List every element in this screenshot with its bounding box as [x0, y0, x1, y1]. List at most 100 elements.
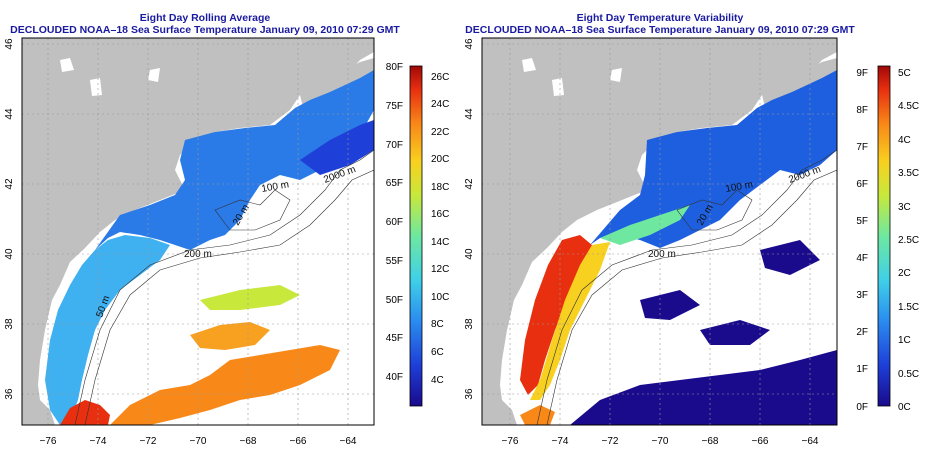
left-colorbar-f-label: 75F — [386, 101, 403, 112]
left-lat-axis: 36 38 40 42 44 46 — [4, 38, 15, 400]
left-lat-tick: 44 — [4, 108, 15, 120]
right-colorbar-f-label: 9F — [856, 68, 868, 79]
left-lat-tick: 36 — [4, 388, 15, 400]
left-contour-label-200: 200 m — [184, 249, 212, 260]
left-lon-tick: −64 — [340, 436, 357, 447]
right-lon-tick: −76 — [502, 436, 519, 447]
right-lon-tick: −72 — [602, 436, 619, 447]
right-colorbar-f-label: 3F — [856, 290, 868, 301]
right-lon-tick: −74 — [552, 436, 569, 447]
left-map: 2000 m 200 m 100 m 20 m 50 m — [22, 38, 374, 425]
left-sst-shelf-south — [45, 235, 170, 425]
right-var-shelf-edge — [600, 205, 690, 245]
left-map-title: Eight Day Rolling Average — [139, 12, 271, 24]
left-colorbar-f-label: 60F — [386, 217, 403, 228]
right-lon-axis: −76 −74 −72 −70 −68 −66 −64 — [502, 436, 819, 447]
right-colorbar-c-label: 4.5C — [898, 101, 919, 112]
right-colorbar-c-label: 3C — [898, 202, 911, 213]
right-colorbar-f-label: 4F — [856, 253, 868, 264]
left-lon-tick: −76 — [40, 436, 57, 447]
left-lat-tick: 46 — [4, 38, 15, 50]
left-lon-tick: −72 — [140, 436, 157, 447]
right-colorbar-f-labels: 9F 8F 7F 6F 5F 4F 3F 2F 1F 0F — [856, 68, 868, 413]
right-colorbar-c-label: 5C — [898, 68, 911, 79]
right-colorbar-c-label: 2C — [898, 268, 911, 279]
left-colorbar-c-label: 18C — [431, 182, 449, 193]
left-map-subtitle: DECLOUDED NOAA–18 Sea Surface Temperatur… — [10, 24, 400, 36]
left-colorbar — [409, 65, 423, 407]
right-lat-tick: 44 — [464, 108, 475, 120]
right-colorbar-f-label: 0F — [856, 402, 868, 413]
left-lon-tick: −74 — [90, 436, 107, 447]
left-colorbar-c-label: 12C — [431, 264, 449, 275]
left-colorbar-c-label: 4C — [431, 375, 444, 386]
left-colorbar-f-label: 50F — [386, 295, 403, 306]
left-contours — [74, 149, 374, 425]
left-lon-tick: −68 — [240, 436, 257, 447]
left-contour-label-100: 100 m — [261, 179, 290, 195]
right-lon-tick: −70 — [652, 436, 669, 447]
left-sst-gulfstream — [110, 345, 340, 425]
right-lon-tick: −68 — [702, 436, 719, 447]
right-colorbar-c-label: 2.5C — [898, 235, 919, 246]
right-lat-tick: 40 — [464, 248, 475, 260]
left-colorbar-f-label: 40F — [386, 372, 403, 383]
right-graticule — [482, 38, 837, 425]
left-colorbar-c-label: 16C — [431, 209, 449, 220]
right-colorbar-f-label: 2F — [856, 327, 868, 338]
right-colorbar-f-label: 8F — [856, 105, 868, 116]
left-lon-tick: −70 — [190, 436, 207, 447]
left-colorbar-c-label: 8C — [431, 319, 444, 330]
right-colorbar-c-label: 3.5C — [898, 168, 919, 179]
left-colorbar-f-labels: 80F 75F 70F 65F 60F 55F 50F 45F 40F — [386, 62, 403, 383]
right-colorbar — [877, 65, 891, 407]
left-sst-slope-patch — [200, 285, 300, 310]
left-lat-tick: 38 — [4, 318, 15, 330]
right-colorbar-c-labels: 5C 4.5C 4C 3.5C 3C 2.5C 2C 1.5C 1C 0.5C … — [898, 68, 919, 413]
right-lat-tick: 36 — [464, 388, 475, 400]
left-colorbar-c-label: 10C — [431, 292, 449, 303]
left-colorbar-c-label: 6C — [431, 347, 444, 358]
left-sst-nova-patch — [300, 120, 374, 175]
right-lat-axis: 36 38 40 42 44 46 — [464, 38, 475, 400]
left-land-islands — [60, 58, 160, 96]
right-land-mainland — [482, 38, 837, 425]
left-colorbar-f-label: 80F — [386, 62, 403, 73]
left-sst-warm-patch — [190, 322, 270, 350]
right-contours — [536, 149, 837, 425]
left-lon-axis: −76 −74 −72 −70 −68 −66 −64 — [40, 436, 357, 447]
left-colorbar-f-label: 45F — [386, 333, 403, 344]
left-colorbar-c-label: 24C — [431, 99, 449, 110]
right-var-gulf-of-maine — [590, 70, 837, 248]
left-colorbar-c-label: 22C — [431, 127, 449, 138]
left-colorbar-c-label: 14C — [431, 237, 449, 248]
left-graticule — [22, 38, 374, 425]
right-colorbar-f-label: 6F — [856, 179, 868, 190]
right-contour-label-100: 100 m — [725, 179, 754, 195]
left-colorbar-c-labels: 26C 24C 22C 20C 18C 16C 14C 12C 10C 8C 6… — [431, 72, 449, 386]
right-lat-tick: 38 — [464, 318, 475, 330]
right-var-hatteras — [520, 405, 555, 425]
right-map-title: Eight Day Temperature Variability — [576, 12, 744, 24]
left-colorbar-c-label: 26C — [431, 72, 449, 83]
right-var-coastal-mid — [530, 242, 610, 400]
right-land-islands — [522, 58, 622, 96]
right-map-subtitle: DECLOUDED NOAA–18 Sea Surface Temperatur… — [465, 24, 855, 36]
right-colorbar-f-label: 7F — [856, 142, 868, 153]
right-lon-tick: −66 — [752, 436, 769, 447]
left-map-frame — [21, 37, 375, 426]
left-sst-cape-hatteras-warm — [60, 400, 110, 425]
left-lat-tick: 40 — [4, 248, 15, 260]
left-colorbar-c-label: 20C — [431, 154, 449, 165]
right-lat-tick: 46 — [464, 38, 475, 50]
right-var-coastal-high — [520, 235, 592, 395]
right-colorbar-f-label: 5F — [856, 216, 868, 227]
right-contour-label-200: 200 m — [648, 249, 676, 260]
left-sst-gulf-of-maine — [95, 70, 374, 250]
right-var-offshore-low — [570, 240, 837, 425]
right-colorbar-c-label: 1.5C — [898, 302, 919, 313]
left-colorbar-f-label: 65F — [386, 178, 403, 189]
left-colorbar-f-label: 70F — [386, 140, 403, 151]
right-colorbar-f-label: 1F — [856, 364, 868, 375]
